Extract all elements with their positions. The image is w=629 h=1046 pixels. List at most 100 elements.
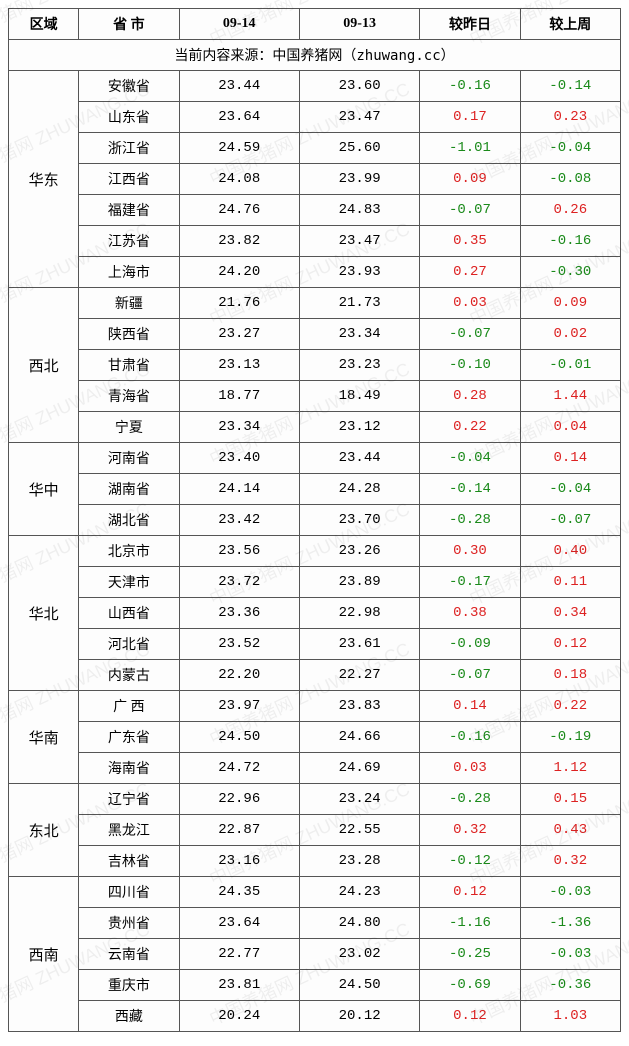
- d1-cell: 23.64: [179, 102, 299, 133]
- province-cell: 安徽省: [79, 71, 179, 102]
- province-cell: 广东省: [79, 722, 179, 753]
- d1-cell: 18.77: [179, 381, 299, 412]
- d1-cell: 22.77: [179, 939, 299, 970]
- col-d1: 09-14: [179, 9, 299, 40]
- table-row: 陕西省23.2723.34-0.070.02: [9, 319, 621, 350]
- region-cell: 华北: [9, 536, 79, 691]
- d2-cell: 24.80: [299, 908, 419, 939]
- d1-cell: 23.36: [179, 598, 299, 629]
- table-row: 西藏20.2420.120.121.03: [9, 1001, 621, 1032]
- province-cell: 福建省: [79, 195, 179, 226]
- d2-cell: 22.55: [299, 815, 419, 846]
- region-cell: 东北: [9, 784, 79, 877]
- d2-cell: 24.50: [299, 970, 419, 1001]
- vs-lastweek-cell: 0.34: [520, 598, 620, 629]
- d1-cell: 23.27: [179, 319, 299, 350]
- table-row: 山东省23.6423.470.170.23: [9, 102, 621, 133]
- d1-cell: 24.50: [179, 722, 299, 753]
- vs-lastweek-cell: 0.15: [520, 784, 620, 815]
- d2-cell: 23.23: [299, 350, 419, 381]
- vs-lastweek-cell: 0.18: [520, 660, 620, 691]
- vs-lastweek-cell: 0.43: [520, 815, 620, 846]
- vs-lastweek-cell: -0.36: [520, 970, 620, 1001]
- table-row: 宁夏23.3423.120.220.04: [9, 412, 621, 443]
- d1-cell: 24.35: [179, 877, 299, 908]
- province-cell: 陕西省: [79, 319, 179, 350]
- table-row: 黑龙江22.8722.550.320.43: [9, 815, 621, 846]
- vs-yesterday-cell: -0.07: [420, 319, 520, 350]
- vs-lastweek-cell: -0.19: [520, 722, 620, 753]
- table-row: 重庆市23.8124.50-0.69-0.36: [9, 970, 621, 1001]
- table-row: 贵州省23.6424.80-1.16-1.36: [9, 908, 621, 939]
- table-row: 河北省23.5223.61-0.090.12: [9, 629, 621, 660]
- table-row: 华中河南省23.4023.44-0.040.14: [9, 443, 621, 474]
- d2-cell: 23.60: [299, 71, 419, 102]
- province-cell: 浙江省: [79, 133, 179, 164]
- province-cell: 甘肃省: [79, 350, 179, 381]
- vs-yesterday-cell: 0.38: [420, 598, 520, 629]
- vs-lastweek-cell: 1.03: [520, 1001, 620, 1032]
- d1-cell: 23.40: [179, 443, 299, 474]
- vs-yesterday-cell: 0.09: [420, 164, 520, 195]
- table-row: 浙江省24.5925.60-1.01-0.04: [9, 133, 621, 164]
- d1-cell: 22.96: [179, 784, 299, 815]
- region-cell: 西南: [9, 877, 79, 1032]
- vs-yesterday-cell: -1.16: [420, 908, 520, 939]
- d2-cell: 23.83: [299, 691, 419, 722]
- d1-cell: 23.72: [179, 567, 299, 598]
- vs-lastweek-cell: -0.03: [520, 877, 620, 908]
- vs-lastweek-cell: 0.22: [520, 691, 620, 722]
- vs-lastweek-cell: -0.08: [520, 164, 620, 195]
- d2-cell: 23.44: [299, 443, 419, 474]
- province-cell: 湖北省: [79, 505, 179, 536]
- vs-yesterday-cell: -0.14: [420, 474, 520, 505]
- vs-lastweek-cell: 0.11: [520, 567, 620, 598]
- d2-cell: 23.61: [299, 629, 419, 660]
- col-vs-yesterday: 较昨日: [420, 9, 520, 40]
- province-cell: 山西省: [79, 598, 179, 629]
- province-cell: 重庆市: [79, 970, 179, 1001]
- vs-yesterday-cell: -0.07: [420, 660, 520, 691]
- region-cell: 西北: [9, 288, 79, 443]
- d2-cell: 24.28: [299, 474, 419, 505]
- province-cell: 海南省: [79, 753, 179, 784]
- vs-lastweek-cell: -0.04: [520, 474, 620, 505]
- province-cell: 内蒙古: [79, 660, 179, 691]
- d2-cell: 23.24: [299, 784, 419, 815]
- table-row: 广东省24.5024.66-0.16-0.19: [9, 722, 621, 753]
- d1-cell: 23.56: [179, 536, 299, 567]
- table-row: 江苏省23.8223.470.35-0.16: [9, 226, 621, 257]
- vs-lastweek-cell: -0.03: [520, 939, 620, 970]
- table-row: 吉林省23.1623.28-0.120.32: [9, 846, 621, 877]
- d1-cell: 24.20: [179, 257, 299, 288]
- source-row: 当前内容来源：中国养猪网（zhuwang.cc）: [9, 40, 621, 71]
- d1-cell: 24.14: [179, 474, 299, 505]
- vs-lastweek-cell: 0.40: [520, 536, 620, 567]
- table-row: 海南省24.7224.690.031.12: [9, 753, 621, 784]
- province-cell: 河北省: [79, 629, 179, 660]
- province-cell: 云南省: [79, 939, 179, 970]
- vs-lastweek-cell: 0.09: [520, 288, 620, 319]
- vs-yesterday-cell: 0.14: [420, 691, 520, 722]
- d2-cell: 24.23: [299, 877, 419, 908]
- d2-cell: 21.73: [299, 288, 419, 319]
- table-row: 湖北省23.4223.70-0.28-0.07: [9, 505, 621, 536]
- vs-yesterday-cell: -0.04: [420, 443, 520, 474]
- vs-yesterday-cell: -0.28: [420, 505, 520, 536]
- vs-lastweek-cell: 0.32: [520, 846, 620, 877]
- d1-cell: 23.44: [179, 71, 299, 102]
- d1-cell: 21.76: [179, 288, 299, 319]
- table-row: 甘肃省23.1323.23-0.10-0.01: [9, 350, 621, 381]
- d2-cell: 23.47: [299, 102, 419, 133]
- table-row: 江西省24.0823.990.09-0.08: [9, 164, 621, 195]
- d2-cell: 23.99: [299, 164, 419, 195]
- d1-cell: 23.42: [179, 505, 299, 536]
- region-cell: 华南: [9, 691, 79, 784]
- vs-yesterday-cell: -0.28: [420, 784, 520, 815]
- d1-cell: 23.16: [179, 846, 299, 877]
- price-table: 区域 省 市 09-14 09-13 较昨日 较上周 当前内容来源：中国养猪网（…: [8, 8, 621, 1032]
- d1-cell: 22.87: [179, 815, 299, 846]
- vs-yesterday-cell: 0.28: [420, 381, 520, 412]
- vs-yesterday-cell: 0.03: [420, 753, 520, 784]
- table-row: 东北辽宁省22.9623.24-0.280.15: [9, 784, 621, 815]
